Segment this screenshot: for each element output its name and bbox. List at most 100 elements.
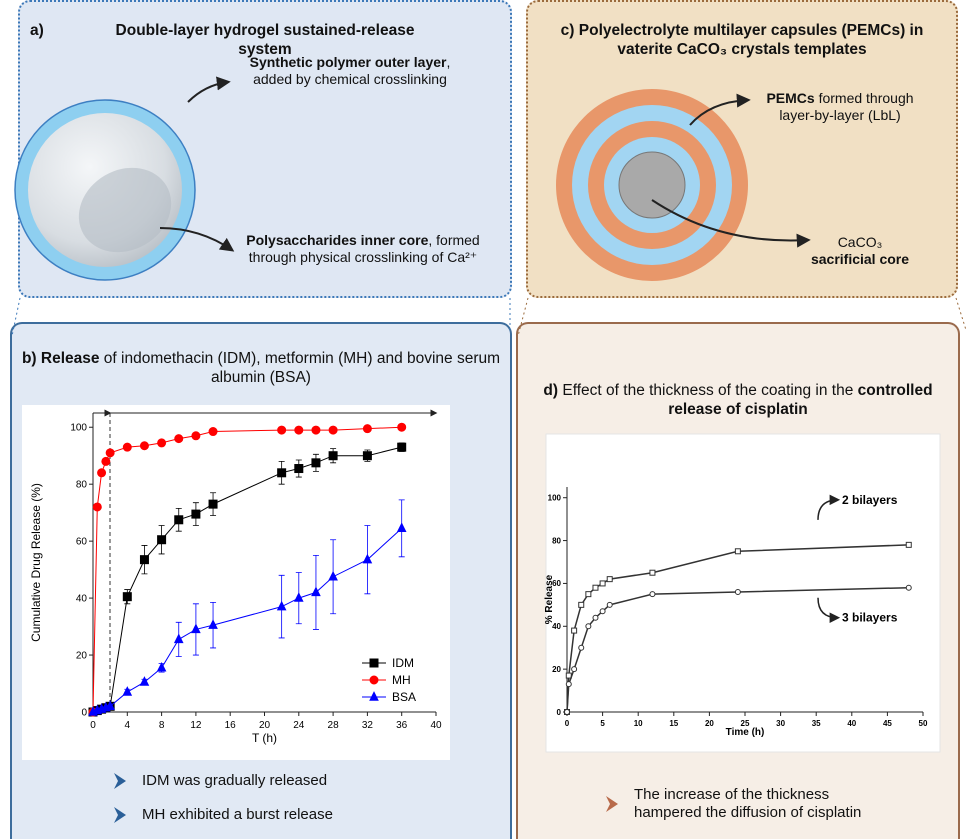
legend-arrow bbox=[817, 597, 841, 623]
point bbox=[277, 468, 287, 478]
point bbox=[156, 661, 167, 672]
label: b) bbox=[21, 350, 37, 367]
point bbox=[294, 464, 304, 474]
point bbox=[649, 591, 656, 598]
note: MH exhibited a burst release bbox=[142, 806, 333, 823]
point bbox=[105, 700, 115, 711]
point bbox=[362, 553, 373, 564]
point bbox=[396, 522, 407, 533]
x-tick-label: 32 bbox=[362, 720, 374, 731]
bullet: IDM was gradually released bbox=[112, 772, 327, 790]
outer-note: PEMCs formed through layer-by-layer (LbL… bbox=[760, 90, 920, 124]
point bbox=[294, 425, 304, 435]
y-tick-label: 100 bbox=[70, 423, 87, 434]
note-text: , formed through physical crosslinking o… bbox=[248, 232, 480, 265]
y-tick-label: 80 bbox=[552, 536, 561, 545]
x-tick-label: 15 bbox=[669, 719, 678, 728]
point bbox=[157, 535, 167, 545]
note-bold: sacrificial core bbox=[810, 250, 910, 267]
x-tick-label: 20 bbox=[259, 720, 271, 731]
point bbox=[599, 580, 606, 587]
point bbox=[191, 509, 201, 519]
y-tick-label: 0 bbox=[81, 708, 87, 719]
point bbox=[397, 422, 407, 432]
panel-d-title: d) Effect of the thickness of the coatin… bbox=[540, 382, 936, 419]
chevron bbox=[114, 773, 126, 789]
point bbox=[105, 448, 115, 458]
point bbox=[139, 555, 149, 565]
point bbox=[174, 515, 184, 525]
point bbox=[362, 424, 372, 434]
point bbox=[905, 541, 912, 548]
arrow bbox=[651, 199, 811, 248]
point bbox=[101, 456, 111, 466]
point bbox=[311, 425, 321, 435]
x-tick-label: 4 bbox=[125, 720, 131, 731]
connector bbox=[11, 297, 21, 337]
x-tick-label: 10 bbox=[634, 719, 643, 728]
chart-area bbox=[545, 433, 941, 753]
y-tick-label: 60 bbox=[76, 537, 88, 548]
title: Polyelectrolyte multilayer capsules (PEM… bbox=[578, 22, 924, 58]
point bbox=[362, 451, 372, 461]
point bbox=[97, 468, 107, 478]
note-text: , added by chemical crosslinking bbox=[253, 54, 451, 87]
x-axis-label: T (h) bbox=[252, 731, 277, 745]
point bbox=[585, 623, 592, 630]
point bbox=[122, 442, 132, 452]
x-tick-label: 50 bbox=[919, 719, 928, 728]
legend-label: 3 bilayers bbox=[842, 611, 898, 625]
y-tick-label: 40 bbox=[76, 594, 88, 605]
point bbox=[191, 623, 201, 634]
y-axis-label: Cumulative Drug Release (%) bbox=[29, 483, 43, 642]
x-tick-label: 12 bbox=[190, 720, 202, 731]
y-tick-label: 20 bbox=[76, 651, 88, 662]
connector bbox=[955, 297, 967, 331]
point bbox=[293, 592, 304, 602]
point bbox=[174, 434, 184, 444]
x-tick-label: 8 bbox=[159, 720, 165, 731]
legend-label: IDM bbox=[392, 656, 414, 670]
y-axis-label: % Release bbox=[544, 574, 555, 624]
legend-label: BSA bbox=[392, 690, 416, 704]
core bbox=[618, 151, 686, 219]
point bbox=[578, 601, 585, 608]
point bbox=[157, 438, 167, 448]
legend-label: 2 bilayers bbox=[842, 493, 898, 507]
y-tick-label: 100 bbox=[548, 494, 562, 503]
panel-b-title: b) Release of indomethacin (IDM), metfor… bbox=[14, 350, 508, 387]
x-tick-label: 24 bbox=[293, 720, 305, 731]
point bbox=[311, 458, 321, 468]
point bbox=[585, 591, 592, 598]
arrow bbox=[159, 227, 235, 252]
point bbox=[191, 431, 201, 441]
x-tick-label: 35 bbox=[812, 719, 821, 728]
point bbox=[311, 586, 321, 597]
connector bbox=[517, 297, 529, 337]
point bbox=[564, 709, 570, 715]
note-bold: PEMCs bbox=[766, 90, 815, 106]
x-tick-label: 16 bbox=[225, 720, 237, 731]
point bbox=[592, 614, 599, 621]
outer-note: Synthetic polymer outer layer, added by … bbox=[230, 54, 470, 88]
point bbox=[565, 681, 572, 688]
point bbox=[208, 427, 218, 437]
x-tick-label: 0 bbox=[90, 720, 96, 731]
y-tick-label: 60 bbox=[552, 579, 561, 588]
point bbox=[208, 499, 218, 509]
arrow bbox=[689, 93, 751, 126]
bullet: MH exhibited a burst release bbox=[112, 806, 333, 824]
note: The increase of the thickness hampered t… bbox=[634, 786, 862, 821]
x-tick-label: 30 bbox=[776, 719, 785, 728]
core-note: CaCO₃ sacrificial core bbox=[790, 234, 930, 268]
point bbox=[328, 425, 338, 435]
bullet: The increase of the thickness hampered t… bbox=[604, 786, 894, 822]
point bbox=[734, 548, 741, 555]
point bbox=[571, 666, 578, 673]
x-tick-label: 28 bbox=[328, 720, 340, 731]
title-text: of indomethacin (IDM), metformin (MH) an… bbox=[99, 350, 501, 386]
note-text: formed through layer-by-layer (LbL) bbox=[779, 90, 914, 123]
legend-marker bbox=[369, 675, 379, 685]
